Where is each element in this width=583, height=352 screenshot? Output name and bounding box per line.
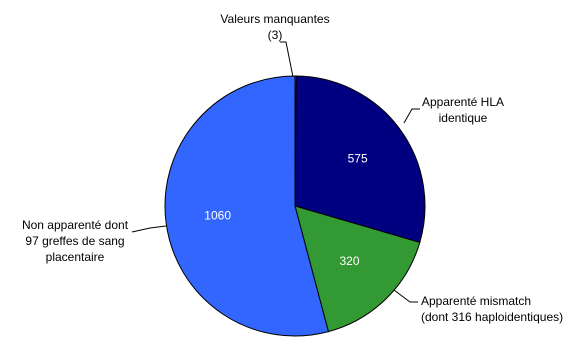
value-label: (3) — [268, 28, 283, 42]
pie-slice — [294, 75, 426, 244]
slice-label: Apparenté mismatch — [421, 294, 531, 308]
slice-label: Apparenté HLA — [422, 95, 504, 109]
leader-line — [280, 41, 294, 78]
slice-label: Valeurs manquantes — [220, 12, 329, 26]
value-label: 575 — [348, 152, 368, 166]
leader-line — [403, 108, 420, 124]
slice-label: Non apparenté dont — [22, 218, 129, 232]
slice-label: identique — [439, 111, 488, 125]
slice-label: 97 greffes de sang — [25, 234, 124, 248]
pie-slice — [294, 205, 421, 333]
value-label: 1060 — [204, 208, 231, 222]
pie-slice — [164, 75, 330, 337]
slice-label: placentaire — [46, 250, 105, 264]
leader-line — [131, 225, 167, 233]
slice-label: (dont 316 haploidentiques) — [421, 310, 563, 324]
leader-line — [393, 289, 418, 303]
value-label: 320 — [339, 254, 359, 268]
